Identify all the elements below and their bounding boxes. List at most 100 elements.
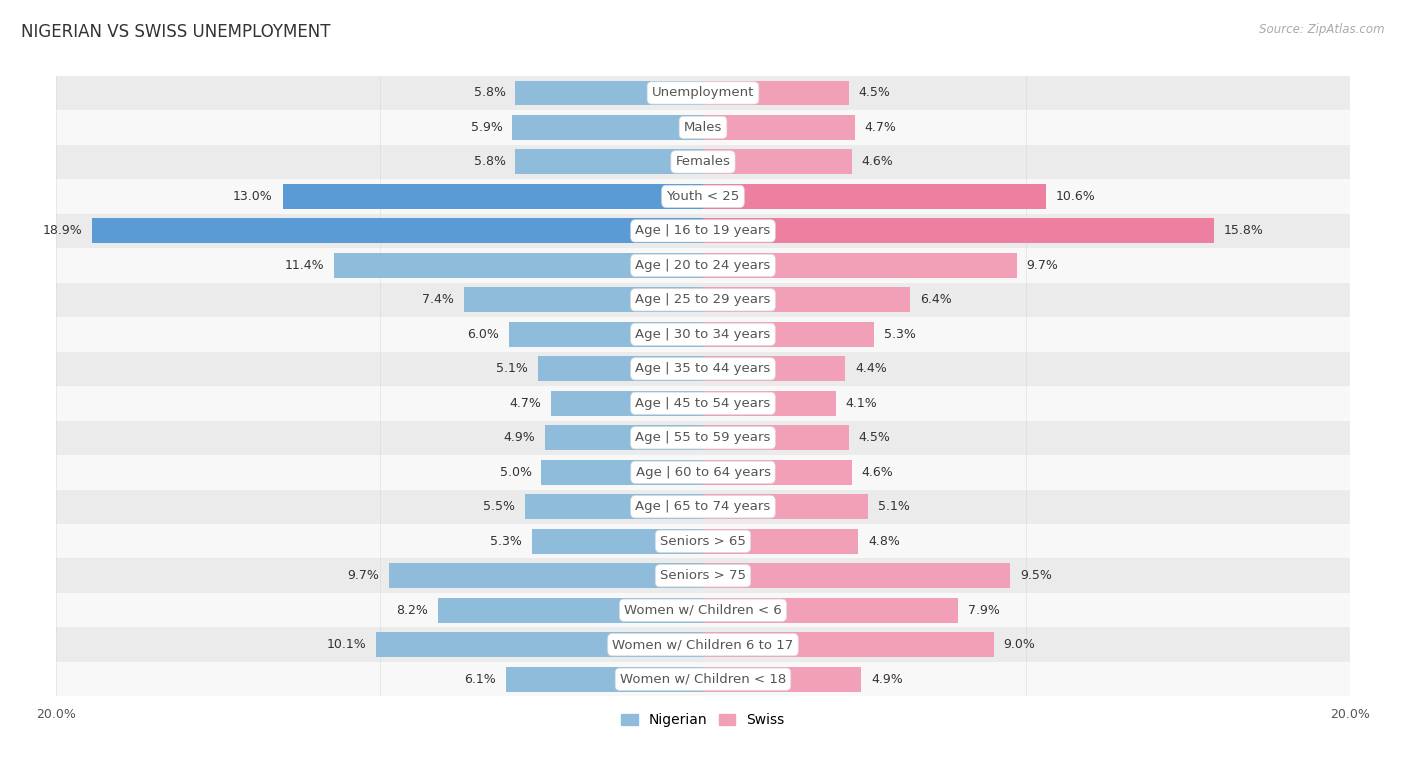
Bar bbox=[56, 76, 1350, 111]
Bar bbox=[56, 628, 1350, 662]
Text: Women w/ Children < 6: Women w/ Children < 6 bbox=[624, 604, 782, 617]
Text: 9.7%: 9.7% bbox=[347, 569, 380, 582]
Text: Women w/ Children < 18: Women w/ Children < 18 bbox=[620, 673, 786, 686]
Text: Age | 25 to 29 years: Age | 25 to 29 years bbox=[636, 294, 770, 307]
Text: Males: Males bbox=[683, 121, 723, 134]
Text: 4.9%: 4.9% bbox=[872, 673, 903, 686]
Bar bbox=[512, 115, 703, 140]
Text: 5.8%: 5.8% bbox=[474, 86, 506, 99]
Text: 5.1%: 5.1% bbox=[877, 500, 910, 513]
Bar bbox=[56, 386, 1350, 421]
Bar bbox=[56, 421, 1350, 455]
Bar bbox=[703, 80, 849, 105]
Text: Age | 45 to 54 years: Age | 45 to 54 years bbox=[636, 397, 770, 410]
Bar bbox=[703, 425, 849, 450]
Bar bbox=[509, 322, 703, 347]
Text: 10.1%: 10.1% bbox=[328, 638, 367, 651]
Text: Seniors > 65: Seniors > 65 bbox=[659, 534, 747, 548]
Bar bbox=[56, 524, 1350, 559]
Text: 4.7%: 4.7% bbox=[509, 397, 541, 410]
Bar bbox=[703, 494, 868, 519]
Bar bbox=[703, 149, 852, 174]
Bar bbox=[703, 115, 855, 140]
Text: 4.8%: 4.8% bbox=[868, 534, 900, 548]
Bar bbox=[56, 662, 1350, 696]
Bar bbox=[703, 459, 852, 484]
Text: Age | 35 to 44 years: Age | 35 to 44 years bbox=[636, 363, 770, 375]
Text: 5.8%: 5.8% bbox=[474, 155, 506, 168]
Bar bbox=[703, 219, 1213, 243]
Bar bbox=[56, 351, 1350, 386]
Bar bbox=[437, 598, 703, 623]
Text: 5.1%: 5.1% bbox=[496, 363, 529, 375]
Text: 5.5%: 5.5% bbox=[484, 500, 516, 513]
Text: 13.0%: 13.0% bbox=[233, 190, 273, 203]
Text: Youth < 25: Youth < 25 bbox=[666, 190, 740, 203]
Text: 5.3%: 5.3% bbox=[884, 328, 915, 341]
Bar bbox=[56, 111, 1350, 145]
Bar bbox=[389, 563, 703, 588]
Bar bbox=[56, 317, 1350, 351]
Text: Age | 60 to 64 years: Age | 60 to 64 years bbox=[636, 466, 770, 478]
Bar bbox=[56, 593, 1350, 628]
Text: 6.0%: 6.0% bbox=[467, 328, 499, 341]
Text: Age | 55 to 59 years: Age | 55 to 59 years bbox=[636, 431, 770, 444]
Text: 4.5%: 4.5% bbox=[858, 86, 890, 99]
Bar bbox=[703, 667, 862, 692]
Text: 5.0%: 5.0% bbox=[499, 466, 531, 478]
Bar bbox=[703, 322, 875, 347]
Bar bbox=[551, 391, 703, 416]
Text: Women w/ Children 6 to 17: Women w/ Children 6 to 17 bbox=[613, 638, 793, 651]
Text: Seniors > 75: Seniors > 75 bbox=[659, 569, 747, 582]
Bar bbox=[56, 559, 1350, 593]
Text: 4.5%: 4.5% bbox=[858, 431, 890, 444]
Bar bbox=[56, 282, 1350, 317]
Text: Source: ZipAtlas.com: Source: ZipAtlas.com bbox=[1260, 23, 1385, 36]
Bar bbox=[541, 459, 703, 484]
Text: 6.4%: 6.4% bbox=[920, 294, 952, 307]
Bar bbox=[531, 529, 703, 553]
Bar bbox=[544, 425, 703, 450]
Bar bbox=[56, 248, 1350, 282]
Text: 9.0%: 9.0% bbox=[1004, 638, 1036, 651]
Bar bbox=[703, 288, 910, 313]
Text: Females: Females bbox=[675, 155, 731, 168]
Bar bbox=[703, 391, 835, 416]
Text: 15.8%: 15.8% bbox=[1223, 224, 1264, 238]
Text: 9.5%: 9.5% bbox=[1019, 569, 1052, 582]
Bar bbox=[526, 494, 703, 519]
Bar bbox=[506, 667, 703, 692]
Text: 7.4%: 7.4% bbox=[422, 294, 454, 307]
Bar bbox=[703, 253, 1017, 278]
Text: 5.9%: 5.9% bbox=[471, 121, 502, 134]
Text: 18.9%: 18.9% bbox=[42, 224, 82, 238]
Bar bbox=[283, 184, 703, 209]
Text: 5.3%: 5.3% bbox=[491, 534, 522, 548]
Text: 4.6%: 4.6% bbox=[862, 466, 893, 478]
Bar bbox=[56, 455, 1350, 490]
Text: 8.2%: 8.2% bbox=[396, 604, 429, 617]
Text: 6.1%: 6.1% bbox=[464, 673, 496, 686]
Text: 9.7%: 9.7% bbox=[1026, 259, 1059, 272]
Bar bbox=[703, 529, 858, 553]
Text: 10.6%: 10.6% bbox=[1056, 190, 1095, 203]
Bar bbox=[335, 253, 703, 278]
Bar bbox=[703, 357, 845, 382]
Text: 4.6%: 4.6% bbox=[862, 155, 893, 168]
Text: Age | 16 to 19 years: Age | 16 to 19 years bbox=[636, 224, 770, 238]
Bar bbox=[56, 213, 1350, 248]
Bar bbox=[703, 632, 994, 657]
Bar bbox=[703, 563, 1010, 588]
Bar bbox=[703, 598, 959, 623]
Bar bbox=[377, 632, 703, 657]
Bar bbox=[538, 357, 703, 382]
Text: Age | 20 to 24 years: Age | 20 to 24 years bbox=[636, 259, 770, 272]
Bar bbox=[464, 288, 703, 313]
Text: 4.7%: 4.7% bbox=[865, 121, 897, 134]
Bar bbox=[56, 145, 1350, 179]
Bar bbox=[703, 184, 1046, 209]
Bar bbox=[56, 490, 1350, 524]
Text: 4.4%: 4.4% bbox=[855, 363, 887, 375]
Text: NIGERIAN VS SWISS UNEMPLOYMENT: NIGERIAN VS SWISS UNEMPLOYMENT bbox=[21, 23, 330, 41]
Text: 7.9%: 7.9% bbox=[969, 604, 1000, 617]
